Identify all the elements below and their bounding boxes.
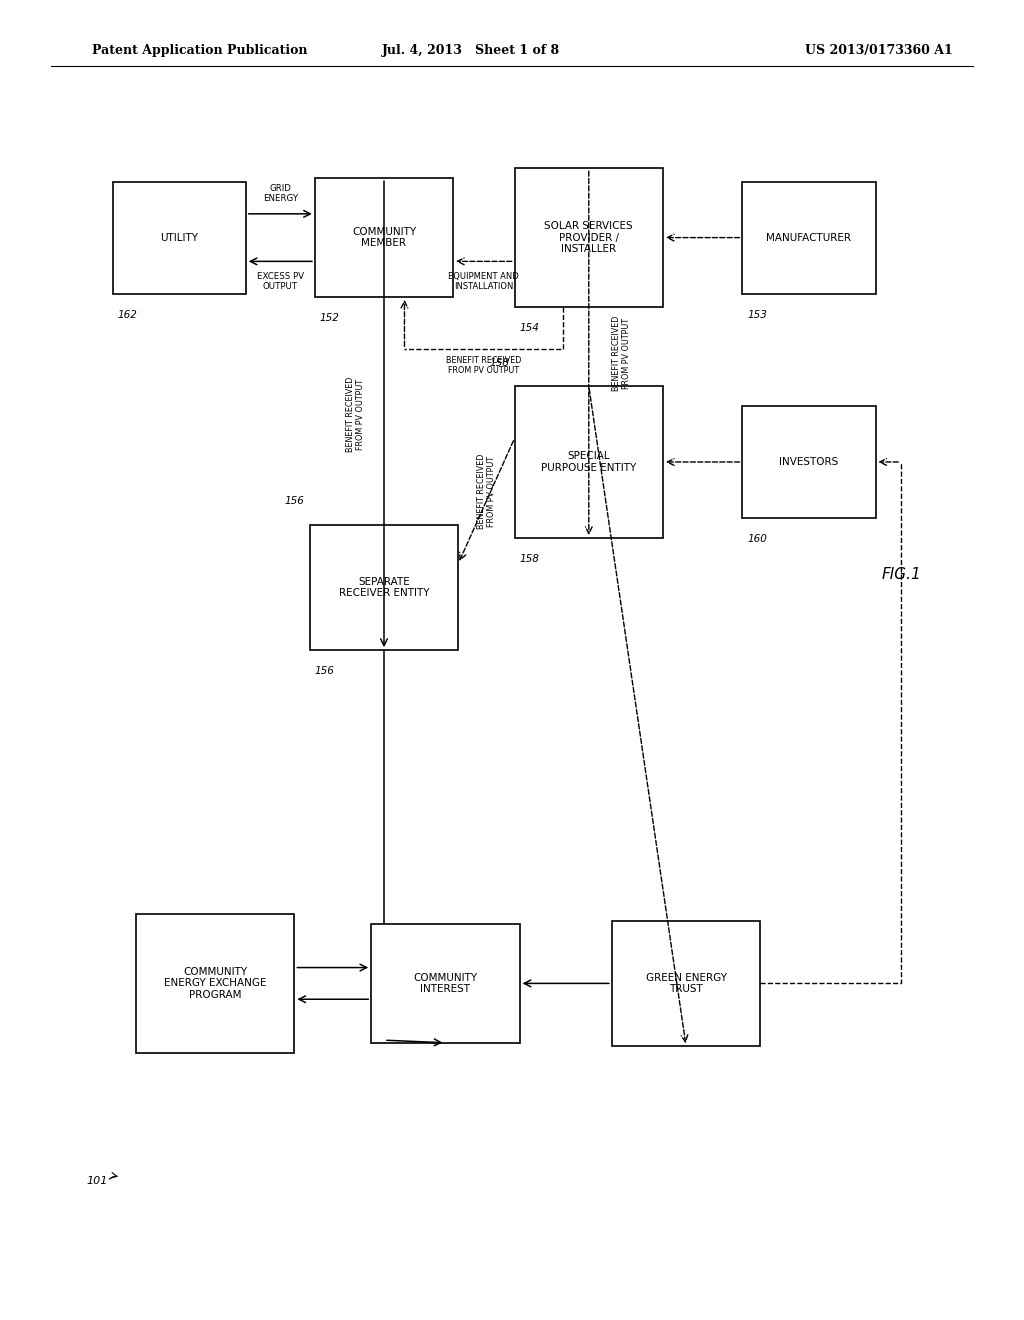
Text: EXCESS PV
OUTPUT: EXCESS PV OUTPUT bbox=[257, 272, 304, 292]
Text: SPECIAL
PURPOUSE ENTITY: SPECIAL PURPOUSE ENTITY bbox=[541, 451, 637, 473]
Bar bbox=[514, 169, 664, 308]
Text: MANUFACTURER: MANUFACTURER bbox=[766, 232, 852, 243]
Text: 101: 101 bbox=[87, 1176, 108, 1187]
Text: FIG.1: FIG.1 bbox=[882, 566, 921, 582]
Text: 156: 156 bbox=[285, 496, 305, 506]
Text: GRID
ENERGY: GRID ENERGY bbox=[263, 183, 298, 203]
Text: BENEFIT RECEIVED
FROM PV OUTPUT: BENEFIT RECEIVED FROM PV OUTPUT bbox=[346, 376, 365, 451]
Text: Jul. 4, 2013   Sheet 1 of 8: Jul. 4, 2013 Sheet 1 of 8 bbox=[382, 44, 560, 57]
Text: 153: 153 bbox=[748, 310, 767, 319]
Bar bbox=[514, 385, 664, 539]
Text: 160: 160 bbox=[748, 533, 767, 544]
Text: 158: 158 bbox=[519, 554, 540, 564]
Text: 152: 152 bbox=[319, 313, 340, 323]
Bar bbox=[135, 913, 295, 1053]
Text: 154: 154 bbox=[519, 323, 540, 333]
Text: INVESTORS: INVESTORS bbox=[779, 457, 839, 467]
Bar bbox=[742, 181, 876, 294]
Text: Patent Application Publication: Patent Application Publication bbox=[92, 44, 307, 57]
Text: UTILITY: UTILITY bbox=[160, 232, 199, 243]
Bar bbox=[113, 181, 246, 294]
Text: BENEFIT RECEIVED
FROM PV OUTPUT: BENEFIT RECEIVED FROM PV OUTPUT bbox=[477, 454, 496, 529]
Bar bbox=[315, 178, 453, 297]
Text: COMMUNITY
MEMBER: COMMUNITY MEMBER bbox=[352, 227, 416, 248]
Text: GREEN ENERGY
TRUST: GREEN ENERGY TRUST bbox=[645, 973, 727, 994]
Text: 158: 158 bbox=[489, 358, 509, 367]
Text: SOLAR SERVICES
PROVIDER /
INSTALLER: SOLAR SERVICES PROVIDER / INSTALLER bbox=[545, 220, 633, 255]
Bar bbox=[309, 524, 459, 649]
Text: SEPARATE
RECEIVER ENTITY: SEPARATE RECEIVER ENTITY bbox=[339, 577, 429, 598]
Text: COMMUNITY
INTEREST: COMMUNITY INTEREST bbox=[414, 973, 477, 994]
Text: BENEFIT RECEIVED
FROM PV OUTPUT: BENEFIT RECEIVED FROM PV OUTPUT bbox=[446, 356, 521, 375]
Bar bbox=[742, 407, 876, 517]
Text: EQUIPMENT AND
INSTALLATION: EQUIPMENT AND INSTALLATION bbox=[449, 272, 519, 292]
Text: 156: 156 bbox=[315, 665, 335, 676]
Text: COMMUNITY
ENERGY EXCHANGE
PROGRAM: COMMUNITY ENERGY EXCHANGE PROGRAM bbox=[164, 966, 266, 1001]
Bar bbox=[371, 924, 519, 1043]
Text: US 2013/0173360 A1: US 2013/0173360 A1 bbox=[805, 44, 952, 57]
Text: 162: 162 bbox=[118, 310, 137, 319]
Bar bbox=[612, 921, 760, 1045]
Text: BENEFIT RECEIVED
FROM PV OUTPUT: BENEFIT RECEIVED FROM PV OUTPUT bbox=[612, 315, 631, 391]
